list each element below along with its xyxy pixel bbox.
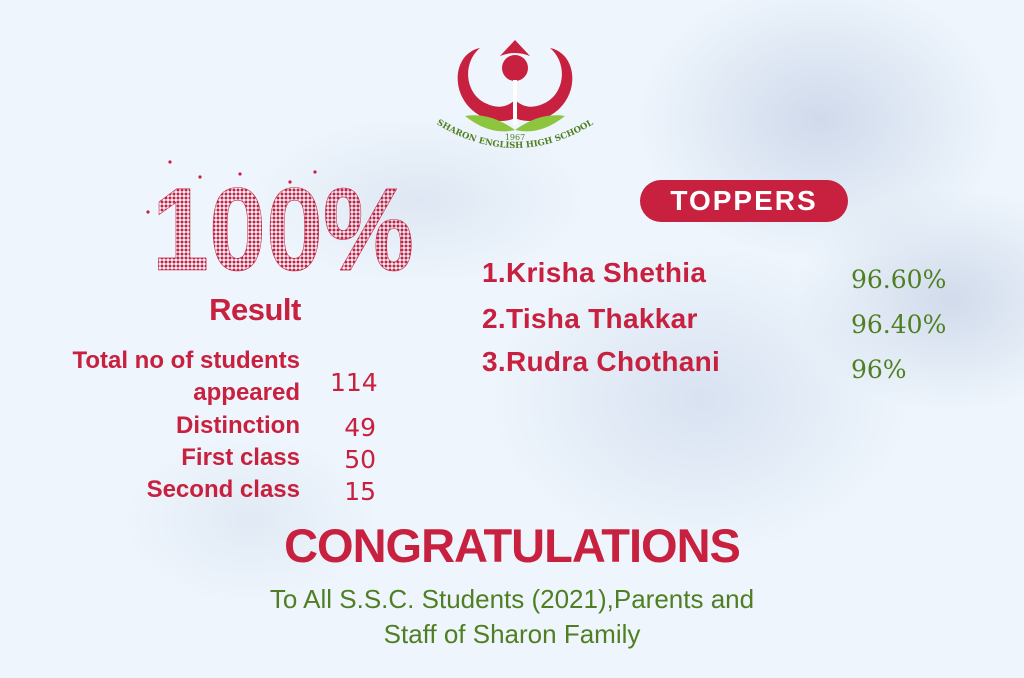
toppers-badge: TOPPERS: [640, 180, 848, 222]
scattered-dots: [146, 160, 317, 214]
topper-name: 2.Tisha Thakkar: [482, 303, 698, 334]
stat-value-second-class: 15: [344, 477, 376, 506]
svg-text:1967: 1967: [505, 133, 525, 142]
topper-name: 1.Krisha Shethia: [482, 257, 707, 288]
topper-percent: 96.60%: [851, 265, 947, 294]
stat-label-distinction: Distinction: [176, 412, 300, 439]
stat-label-total: Total no of students: [72, 347, 300, 374]
stat-value-first-class: 50: [344, 445, 376, 474]
stat-label-second-class: Second class: [146, 476, 300, 503]
result-label: Result: [209, 292, 301, 327]
hundred-percent-graphic: 100%: [146, 160, 414, 277]
hundred-percent-text: 100%: [152, 164, 414, 277]
stat-label-first-class: First class: [181, 444, 300, 471]
stat-label-total-line2: appeared: [193, 379, 300, 406]
congrats-subtitle-line2: Staff of Sharon Family: [383, 619, 641, 649]
stat-value-total: 114: [330, 368, 378, 397]
congratulations-headline: CONGRATULATIONS: [284, 519, 741, 572]
school-logo: 1967 SHARON ENGLISH HIGH SCHOOL: [435, 40, 595, 151]
stat-value-distinction: 49: [344, 413, 376, 442]
congrats-subtitle-line1: To All S.S.C. Students (2021),Parents an…: [269, 584, 755, 614]
topper-percent: 96.40%: [851, 310, 947, 339]
topper-percent: 96%: [851, 355, 907, 384]
topper-name: 3.Rudra Chothani: [482, 346, 721, 377]
